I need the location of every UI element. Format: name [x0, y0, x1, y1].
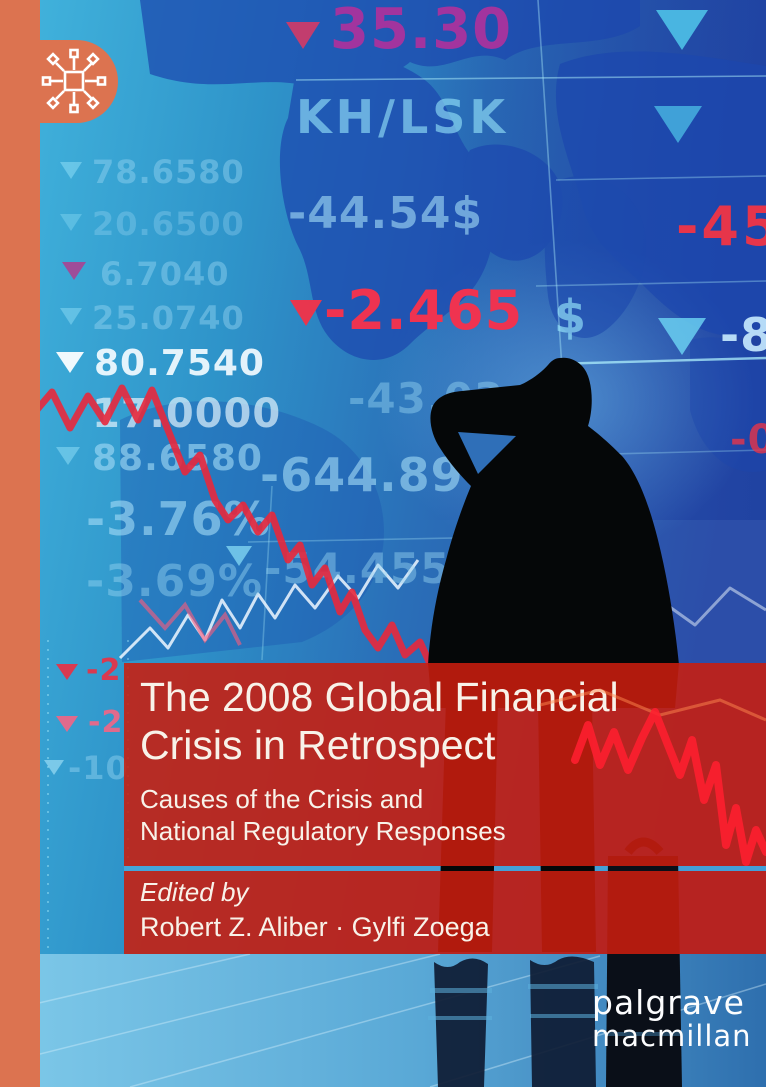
ticker-value: -0 [730, 417, 766, 463]
book-subtitle-line1: Causes of the Crisis and [140, 784, 424, 814]
ticker-value: -3.69% [86, 556, 263, 607]
ticker-value: -3.76% [86, 492, 271, 546]
ticker-value: -2 [88, 705, 124, 740]
down-triangle-icon [56, 352, 84, 373]
ticker-value: -44.54$ [288, 188, 484, 239]
book-subtitle-line2: National Regulatory Responses [140, 816, 506, 846]
ticker-value: 17.0000 [92, 391, 282, 437]
editors-names: Robert Z. Aliber · Gylfi Zoega [140, 912, 490, 942]
down-triangle-icon [226, 546, 252, 566]
ticker-value: -644.89 [260, 448, 464, 502]
down-triangle-icon [654, 106, 702, 143]
ticker-value: -45 [676, 195, 766, 258]
publisher-name-line1: palgrave [592, 983, 745, 1022]
down-triangle-icon [656, 10, 708, 50]
ticker-value: -2 [86, 653, 122, 688]
down-triangle-icon [290, 300, 322, 326]
editors-banner: Edited by Robert Z. Aliber · Gylfi Zoega [124, 871, 766, 954]
dollar-sign: $ [554, 290, 588, 344]
world-map-shapes [120, 0, 766, 662]
ticker-symbol: KH/LSK [296, 90, 510, 144]
book-title-line2: Crisis in Retrospect [140, 722, 496, 768]
ticker-value: 80.7540 [94, 343, 265, 384]
ticker-value: -8 [720, 308, 766, 362]
down-triangle-icon [286, 22, 320, 49]
spine-bar [0, 0, 40, 1087]
ticker-value: -2.465 [324, 279, 524, 342]
ticker-value: 25.0740 [92, 299, 245, 337]
title-banner: The 2008 Global Financial Crisis in Retr… [124, 663, 766, 866]
down-triangle-icon [62, 262, 86, 280]
ticker-value: 20.6500 [92, 205, 245, 243]
edited-by-label: Edited by [140, 877, 249, 907]
publisher-logo-tab [0, 40, 118, 123]
down-triangle-icon [658, 318, 706, 355]
book-title-line1: The 2008 Global Financial [140, 674, 619, 720]
down-triangle-icon [60, 214, 82, 231]
down-triangle-icon [56, 447, 80, 465]
pink-zigzag-line [138, 598, 242, 646]
ticker-value: 6.7040 [100, 255, 230, 293]
down-triangle-icon [60, 308, 82, 325]
floor-tile-lines [0, 953, 766, 1087]
down-triangle-icon [56, 664, 78, 680]
down-triangle-icon [56, 716, 78, 732]
ticker-value: -10 [68, 749, 129, 787]
down-triangle-icon [60, 162, 82, 179]
publisher-name: palgrave macmillan [592, 986, 752, 1051]
ticker-value: 78.6580 [92, 153, 245, 191]
down-triangle-icon [44, 760, 64, 775]
ticker-value: 35.30 [330, 0, 513, 62]
palgrave-flower-icon [41, 48, 107, 114]
publisher-name-line2: macmillan [592, 1019, 752, 1053]
legs-reflection [434, 956, 596, 1087]
